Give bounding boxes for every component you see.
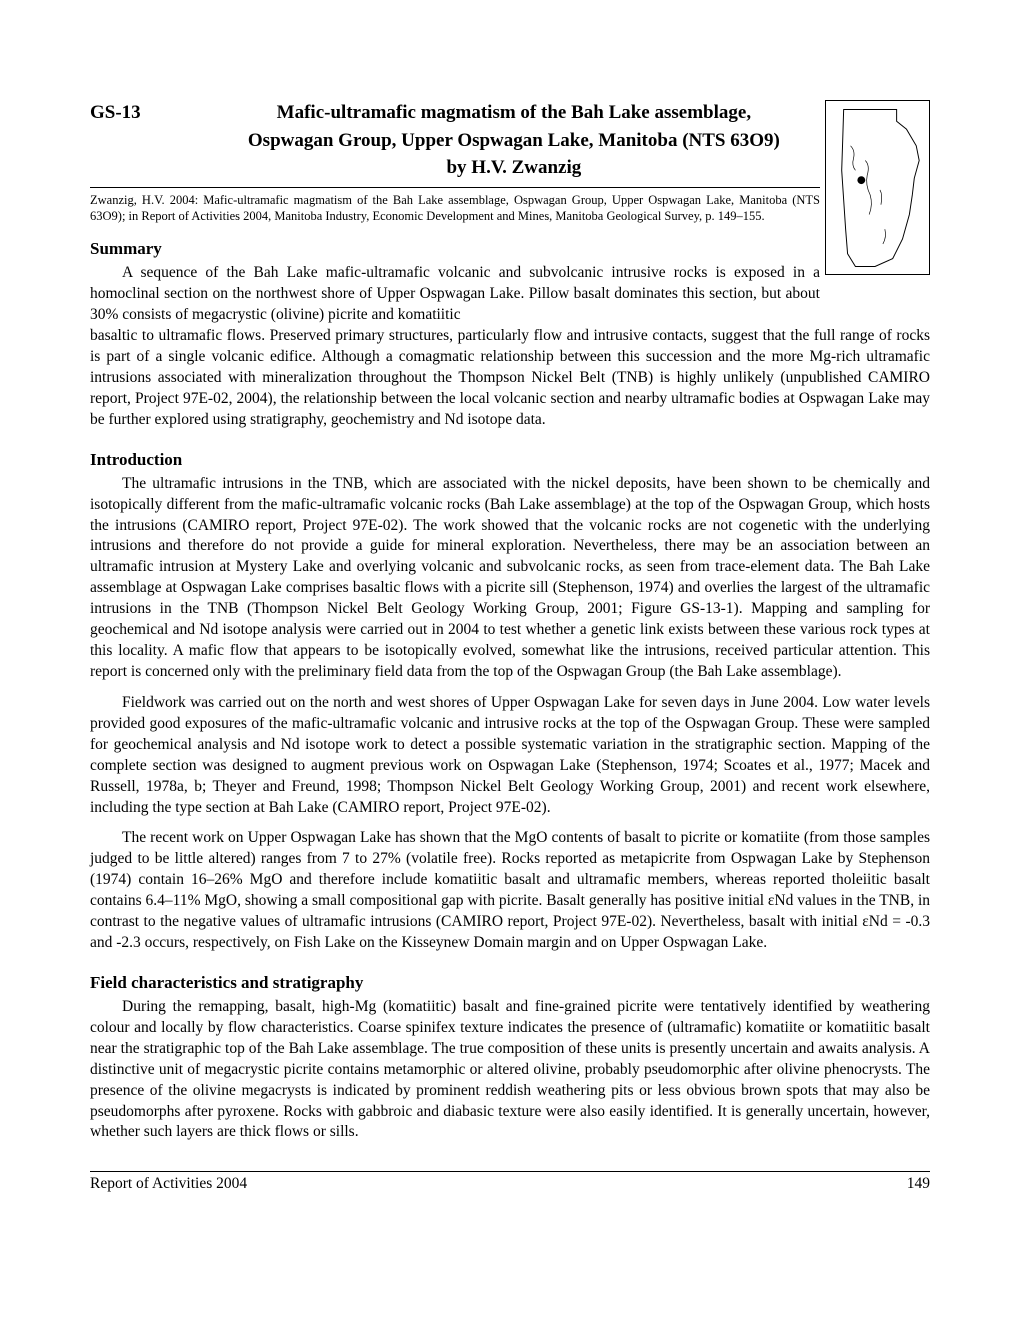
page-footer: Report of Activities 2004 149 — [90, 1172, 930, 1195]
heading-summary: Summary — [90, 238, 930, 261]
title-rule — [90, 187, 820, 188]
heading-field: Field characteristics and stratigraphy — [90, 972, 930, 995]
title-line-2: Ospwagan Group, Upper Ospwagan Lake, Man… — [214, 128, 814, 154]
intro-para-2: Fieldwork was carried out on the north a… — [90, 693, 930, 819]
report-code: GS-13 — [90, 100, 210, 126]
citation-text: Zwanzig, H.V. 2004: Mafic-ultramafic mag… — [90, 192, 820, 225]
location-map-inset — [825, 100, 930, 275]
header-block: GS-13 Mafic-ultramafic magmatism of the … — [90, 100, 930, 224]
title-line-3: by H.V. Zwanzig — [214, 155, 814, 181]
intro-para-3: The recent work on Upper Ospwagan Lake h… — [90, 828, 930, 954]
heading-introduction: Introduction — [90, 449, 930, 472]
footer-left: Report of Activities 2004 — [90, 1174, 247, 1195]
summary-para-1b: basaltic to ultramafic flows. Preserved … — [90, 326, 930, 431]
field-para-1: During the remapping, basalt, high-Mg (k… — [90, 997, 930, 1143]
summary-para-1a: A sequence of the Bah Lake mafic-ultrama… — [90, 263, 820, 326]
title-area: GS-13 Mafic-ultramafic magmatism of the … — [90, 100, 820, 224]
footer-page-number: 149 — [907, 1174, 930, 1195]
title-line-1: Mafic-ultramafic magmatism of the Bah La… — [214, 100, 814, 126]
intro-para-1: The ultramafic intrusions in the TNB, wh… — [90, 474, 930, 683]
manitoba-map-icon — [826, 101, 929, 274]
